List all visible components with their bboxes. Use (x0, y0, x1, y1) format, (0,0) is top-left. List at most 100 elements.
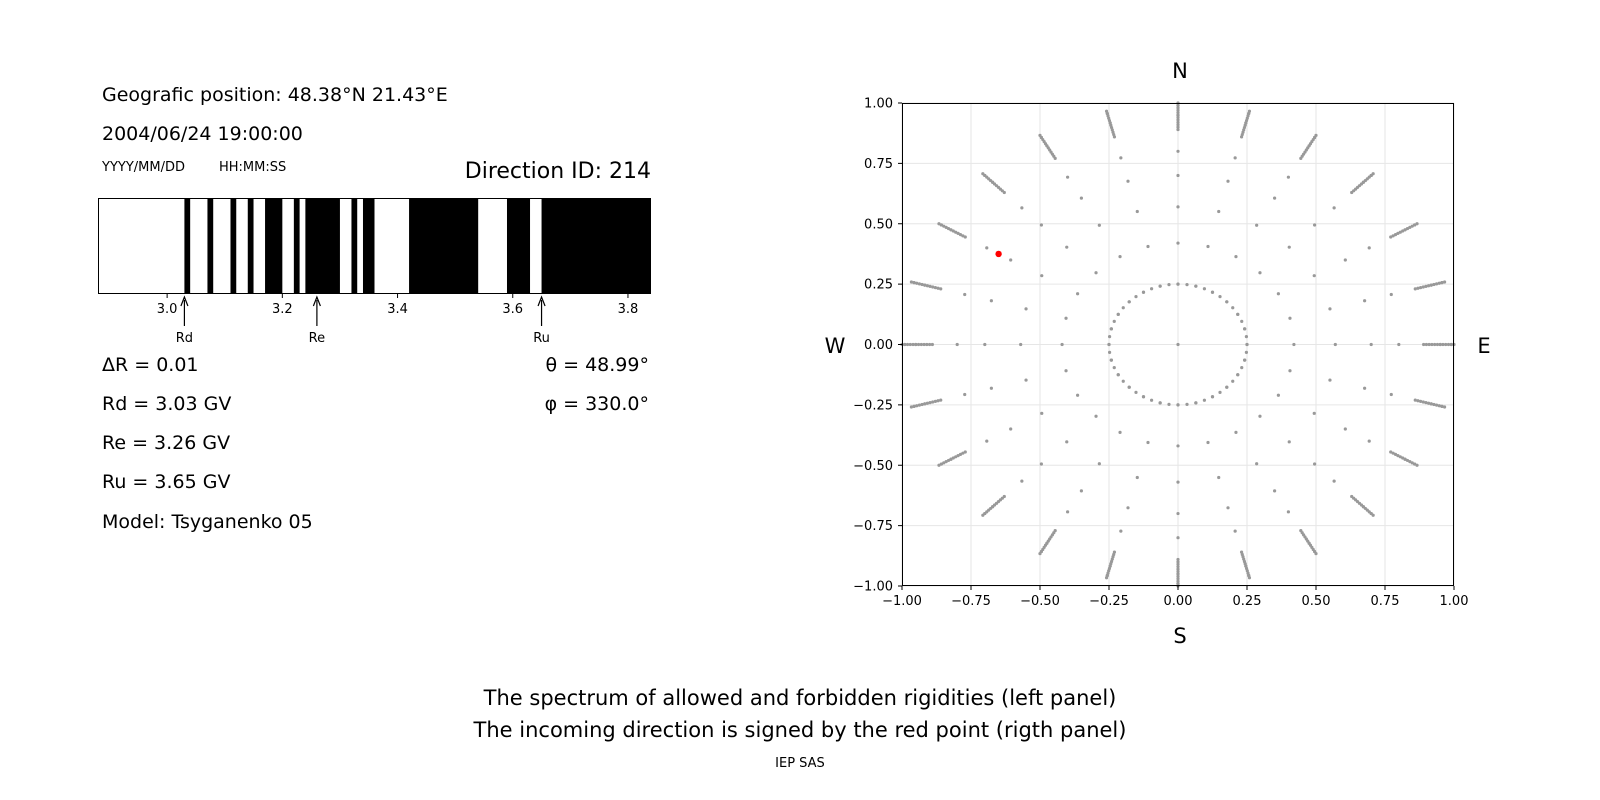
grid-point (1134, 390, 1138, 394)
y-tick-label: −0.50 (853, 459, 893, 474)
grid-point (1112, 366, 1116, 370)
grid-point (931, 400, 935, 404)
grid-point (1332, 206, 1336, 210)
grid-point (1210, 290, 1215, 294)
marker-arrowhead (180, 295, 189, 307)
grid-point (1194, 284, 1198, 288)
grid-point (923, 283, 927, 287)
credit: IEP SAS (775, 756, 825, 771)
grid-point (1231, 306, 1235, 310)
marker-arrowhead (537, 295, 546, 307)
phi-value: φ = 330.0° (544, 393, 649, 415)
grid-point (1419, 399, 1423, 403)
grid-point (1038, 133, 1042, 137)
grid-point (911, 342, 915, 347)
grid-point (1176, 111, 1180, 115)
theta-value: θ = 48.99° (545, 354, 649, 376)
grid-point (1146, 244, 1150, 249)
grid-point (1176, 342, 1180, 347)
forbidden-band (362, 198, 375, 294)
grid-point (1065, 245, 1069, 249)
grid-point (1313, 223, 1317, 227)
time-format-label: HH:MM:SS (219, 160, 287, 175)
model-name: Model: Tsyganenko 05 (102, 511, 313, 533)
y-tick-label: 1.00 (864, 97, 893, 112)
grid-point (1116, 312, 1120, 316)
grid-point (1367, 439, 1371, 443)
grid-point (1066, 510, 1070, 514)
grid-point (1419, 286, 1423, 290)
grid-point (946, 458, 951, 463)
grid-point (951, 229, 955, 233)
grid-point (939, 287, 943, 291)
grid-point (1430, 342, 1434, 347)
grid-point (1276, 292, 1280, 296)
grid-point (1217, 209, 1221, 214)
grid-point (1444, 342, 1448, 347)
caption-line-1: The spectrum of allowed and forbidden ri… (483, 686, 1117, 710)
grid-point (1410, 461, 1414, 465)
grid-point (1244, 350, 1249, 354)
grid-point (1413, 462, 1417, 466)
grid-point (1393, 233, 1398, 237)
forbidden-band (184, 198, 191, 294)
grid-point (1396, 453, 1400, 458)
grid-point (1146, 440, 1150, 445)
grid-point (1225, 385, 1229, 389)
grid-point (928, 284, 932, 288)
datetime: 2004/06/24 19:00:00 (102, 123, 303, 145)
grid-point (1126, 506, 1130, 510)
forbidden-band (305, 198, 340, 294)
grid-point (1433, 342, 1437, 347)
grid-point (985, 246, 989, 250)
grid-point (1413, 223, 1417, 227)
grid-point (1176, 120, 1180, 124)
grid-point (1176, 282, 1180, 286)
grid-point (1258, 271, 1262, 275)
grid-point (912, 404, 916, 408)
grid-point (1009, 427, 1013, 431)
grid-point (1176, 572, 1180, 576)
grid-point (1065, 440, 1069, 444)
grid-point (1426, 401, 1431, 405)
grid-point (1024, 307, 1028, 311)
grid-point (1176, 574, 1180, 578)
grid-point (905, 342, 910, 347)
grid-point (1104, 576, 1109, 580)
grid-point (917, 403, 922, 407)
grid-point (1343, 427, 1347, 431)
grid-point (1403, 457, 1407, 461)
grid-point (963, 292, 967, 297)
spectrum-tick-label: 3.6 (502, 302, 523, 317)
grid-point (1141, 395, 1146, 399)
grid-point (951, 456, 955, 460)
grid-point (963, 450, 967, 454)
incoming-direction-point (995, 250, 1002, 258)
grid-point (1225, 300, 1229, 304)
grid-point (1119, 529, 1123, 533)
grid-point (1176, 108, 1180, 112)
x-tick-label: 0.75 (1371, 594, 1400, 609)
grid-point (1079, 489, 1083, 493)
forbidden-band (247, 198, 254, 294)
grid-point (1440, 281, 1444, 285)
grid-point (1176, 565, 1180, 569)
grid-point (1176, 149, 1180, 153)
grid-point (1398, 455, 1402, 459)
grid-point (1019, 342, 1023, 347)
grid-point (1176, 567, 1180, 571)
marker-label-rd: Rd (176, 331, 193, 346)
grid-point (1064, 369, 1068, 373)
grid-point (1176, 557, 1180, 562)
grid-point (1176, 444, 1180, 448)
grid-point (1020, 479, 1024, 483)
grid-point (917, 282, 922, 286)
grid-point (939, 398, 943, 402)
grid-point (1413, 398, 1417, 402)
grid-point (1408, 225, 1412, 229)
grid-point (1210, 395, 1215, 399)
grid-point (1236, 373, 1240, 377)
geographic-position: Geografic position: 48.38°N 21.43°E (102, 84, 448, 106)
grid-point (1039, 462, 1043, 466)
grid-point (923, 402, 927, 406)
